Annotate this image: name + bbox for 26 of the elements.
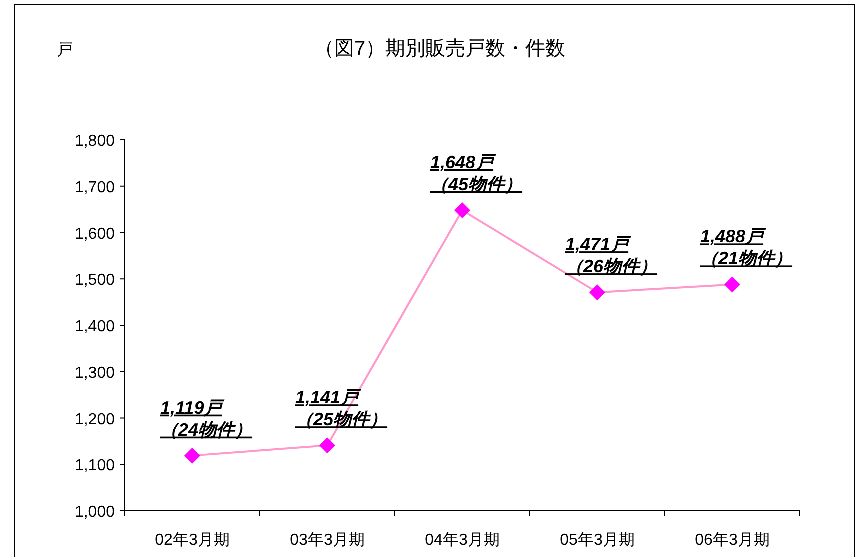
point	[320, 438, 336, 454]
y-tick-label: 1,100	[74, 458, 116, 475]
y-tick-label: 1,200	[74, 411, 116, 428]
data-label: 1,119戸（24物件）	[160, 398, 253, 440]
y-tick-label: 1,400	[74, 318, 116, 336]
point	[184, 448, 200, 464]
x-tick-label: 05年3月期	[560, 531, 635, 549]
data-label: 1,648戸（45物件）	[430, 152, 523, 194]
x-tick-label: 02年3月期	[155, 531, 230, 549]
chart-title: （図7）期別販売戸数・件数	[314, 38, 566, 60]
data-label: 1,141戸（25物件）	[296, 388, 388, 430]
y-axis-title: 戸	[57, 42, 73, 59]
y-tick-label: 1,700	[74, 179, 116, 196]
point	[454, 202, 470, 218]
point	[590, 284, 606, 301]
y-tick-label: 1,800	[74, 133, 116, 150]
y-tick-label: 1,300	[74, 364, 116, 382]
x-tick-label: 03年3月期	[290, 531, 365, 549]
x-tick-label: 04年3月期	[425, 531, 500, 549]
point	[724, 276, 740, 293]
y-tick-label: 1,500	[74, 272, 116, 290]
data-label: 1,471戸（26物件）	[566, 234, 658, 277]
data-label: 1,488戸（21物件）	[700, 226, 793, 269]
x-tick-label: 06年3月期	[695, 531, 770, 549]
y-tick-label: 1,000	[74, 504, 116, 521]
y-tick-label: 1,600	[74, 226, 116, 243]
